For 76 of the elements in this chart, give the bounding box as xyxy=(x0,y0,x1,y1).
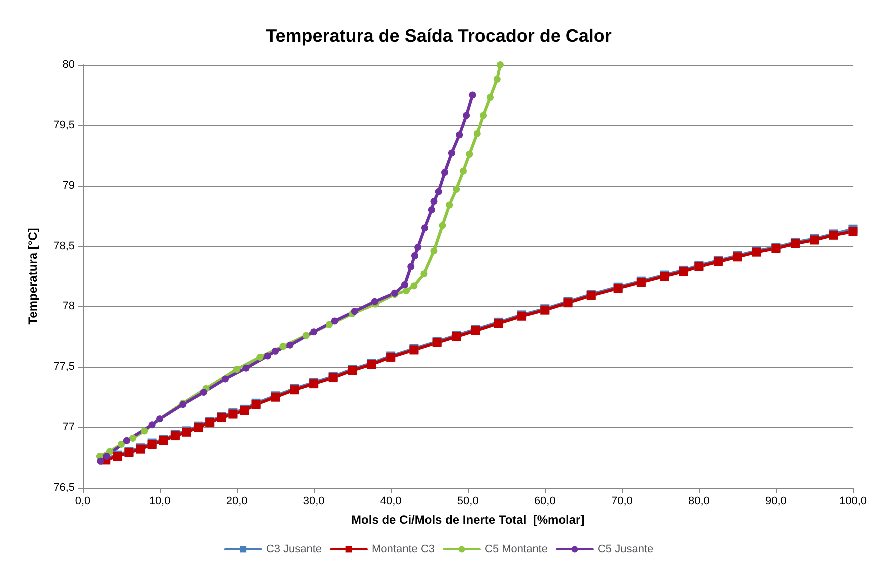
x-tick-label: 70,0 xyxy=(611,496,633,508)
point xyxy=(264,352,272,360)
point xyxy=(848,227,858,236)
y-tick-label: 79,5 xyxy=(54,119,75,132)
point xyxy=(326,321,333,328)
legend-label: C3 Jusante xyxy=(266,544,322,556)
point xyxy=(414,244,422,251)
point xyxy=(123,437,130,444)
point xyxy=(494,76,501,83)
point xyxy=(460,168,467,175)
y-tick-label: 77 xyxy=(62,422,75,434)
point xyxy=(435,188,442,196)
point xyxy=(466,150,474,158)
point xyxy=(403,288,410,294)
x-tick-label: 20,0 xyxy=(226,496,248,508)
point xyxy=(103,453,110,460)
point xyxy=(496,62,504,68)
point xyxy=(439,222,446,230)
x-tick-label: 60,0 xyxy=(534,496,556,508)
point xyxy=(442,169,449,176)
point xyxy=(463,112,470,120)
y-tick-label: 78,5 xyxy=(54,240,75,252)
point xyxy=(148,422,156,429)
point xyxy=(410,282,418,290)
point xyxy=(286,342,294,349)
y-tick-label: 79 xyxy=(62,180,75,192)
point xyxy=(141,428,148,435)
x-tick-label: 90,0 xyxy=(766,496,787,508)
point xyxy=(453,186,460,193)
x-tick-label: 30,0 xyxy=(303,496,325,508)
legend-label: C5 Jusante xyxy=(598,544,654,556)
point xyxy=(310,328,318,336)
x-tick-label: 50,0 xyxy=(457,496,479,508)
y-tick-label: 76,5 xyxy=(54,482,75,494)
y-tick-label: 80 xyxy=(62,59,75,71)
x-axis-title: Mols de Ci/Mols de Inerte Total [%molar] xyxy=(352,513,585,527)
point xyxy=(411,252,418,260)
point xyxy=(331,318,338,325)
point xyxy=(302,332,310,340)
point xyxy=(234,366,241,374)
y-tick-label: 77,5 xyxy=(54,361,75,374)
point xyxy=(421,224,428,232)
point xyxy=(446,202,454,209)
point xyxy=(272,348,280,355)
point xyxy=(280,343,287,350)
legend-label: Montante C3 xyxy=(372,544,436,556)
point xyxy=(430,198,438,206)
point xyxy=(486,94,494,102)
x-tick-label: 0,0 xyxy=(75,496,91,508)
point xyxy=(456,132,464,139)
point xyxy=(130,434,137,442)
point xyxy=(430,248,438,255)
point xyxy=(97,458,104,465)
point xyxy=(401,281,408,288)
x-tick-label: 100,0 xyxy=(839,496,867,508)
point xyxy=(106,448,114,456)
point xyxy=(242,364,250,372)
point xyxy=(222,376,229,383)
point xyxy=(480,112,488,120)
x-tick-label: 80,0 xyxy=(688,496,710,508)
point xyxy=(448,150,456,157)
y-axis-title: Temperatura [°C] xyxy=(26,228,40,325)
point xyxy=(408,263,415,270)
y-tick-label: 78 xyxy=(62,300,75,313)
point xyxy=(118,440,126,448)
point xyxy=(200,389,208,396)
point xyxy=(420,270,428,278)
legend-label: C5 Montante xyxy=(485,544,548,556)
point xyxy=(474,130,481,138)
point xyxy=(371,298,378,306)
x-tick-label: 40,0 xyxy=(380,496,402,508)
point xyxy=(428,206,436,214)
point xyxy=(256,354,264,361)
chart-title: Temperatura de Saída Trocador de Calor xyxy=(266,26,612,46)
x-tick-label: 10,0 xyxy=(149,496,171,508)
point xyxy=(469,92,476,99)
